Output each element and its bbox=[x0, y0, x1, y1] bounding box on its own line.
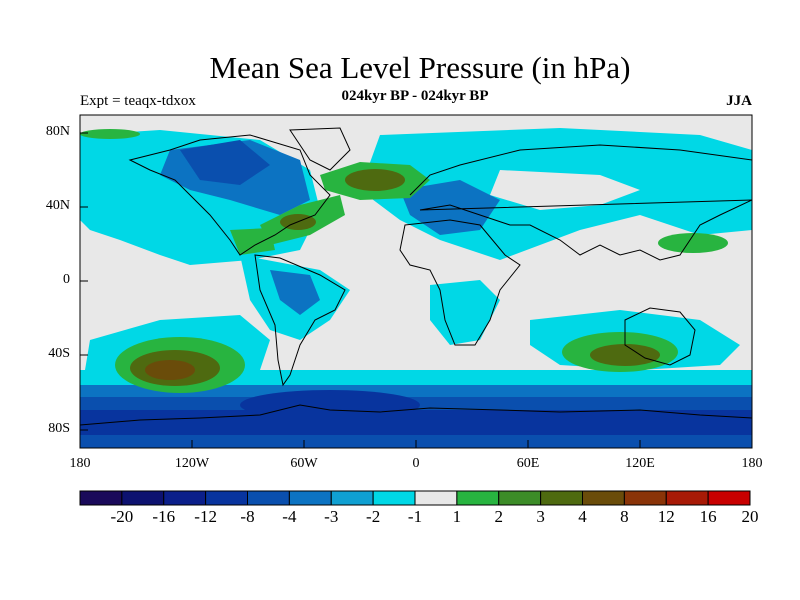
chart-subtitle: 024kyr BP - 024kyr BP bbox=[341, 88, 489, 104]
colorbar-swatch bbox=[288, 490, 332, 506]
southern-ocean-blue-1 bbox=[80, 385, 752, 400]
colorbar-swatch bbox=[205, 490, 248, 506]
y-tick-40n: 40N bbox=[45, 198, 70, 213]
south-pacific-core bbox=[145, 360, 195, 380]
africa-cyan bbox=[430, 280, 500, 345]
colorbar-label: -2 bbox=[366, 507, 381, 526]
colorbar-label: -1 bbox=[407, 507, 423, 526]
colorbar-swatch bbox=[540, 490, 583, 506]
colorbar-label: 20 bbox=[741, 507, 759, 526]
x-tick-120e: 120E bbox=[625, 456, 655, 471]
experiment-label: Expt = teaqx-tdxox bbox=[80, 93, 196, 109]
colorbar-label: 12 bbox=[657, 507, 675, 526]
colorbar-label: -20 bbox=[110, 507, 134, 526]
colorbar-label: 1 bbox=[452, 507, 462, 526]
colorbar-label: 16 bbox=[699, 507, 717, 526]
colorbar-swatch bbox=[330, 490, 374, 506]
colorbar-swatch bbox=[79, 490, 123, 506]
colorbar-label: 4 bbox=[578, 507, 587, 526]
southern-ocean-dark bbox=[240, 390, 420, 420]
south-america-blue bbox=[270, 270, 320, 315]
colorbar bbox=[79, 490, 751, 506]
colorbar-swatch bbox=[163, 490, 207, 506]
eurasia-inner-grey bbox=[490, 170, 640, 210]
x-tick-0: 0 bbox=[412, 456, 420, 471]
arctic-high bbox=[80, 129, 140, 139]
y-tick-80n: 80N bbox=[45, 124, 70, 139]
x-tick-180-left: 180 bbox=[69, 456, 91, 471]
colorbar-label: -8 bbox=[240, 507, 255, 526]
southern-ocean-blue-3 bbox=[80, 410, 752, 435]
colorbar-label: -12 bbox=[194, 507, 217, 526]
colorbar-swatch bbox=[665, 490, 709, 506]
colorbar-swatch bbox=[498, 490, 542, 506]
south-america-coast bbox=[254, 254, 346, 387]
x-tick-60w: 60W bbox=[290, 456, 318, 471]
season-label: JJA bbox=[726, 93, 752, 109]
europe-blue bbox=[400, 180, 500, 235]
colorbar-swatch bbox=[372, 490, 416, 506]
australia-coast bbox=[624, 307, 696, 366]
arctic-blue bbox=[180, 140, 270, 185]
colorbar-swatch bbox=[623, 490, 667, 506]
chart-title: Mean Sea Level Pressure (in hPa) bbox=[209, 50, 631, 85]
north-atlantic-core bbox=[345, 169, 405, 191]
y-tick-40s: 40S bbox=[48, 346, 70, 361]
north-america-coast bbox=[128, 134, 331, 256]
colorbar-label: 8 bbox=[620, 507, 629, 526]
colorbar-label: -4 bbox=[282, 507, 297, 526]
colorbar-swatch bbox=[582, 490, 625, 506]
south-indian-core bbox=[590, 344, 660, 366]
colorbar-swatch bbox=[121, 490, 165, 506]
x-tick-60e: 60E bbox=[516, 456, 540, 471]
greenland-coast bbox=[289, 127, 351, 171]
coastlines bbox=[80, 127, 752, 426]
eurasia-coast bbox=[409, 144, 752, 261]
caribbean-high bbox=[230, 228, 275, 255]
colorbar-label: -3 bbox=[324, 507, 339, 526]
antarctica-coast bbox=[80, 404, 752, 426]
colorbar-swatch bbox=[414, 490, 458, 506]
tick-marks bbox=[80, 132, 641, 448]
colorbar-label: 3 bbox=[536, 507, 545, 526]
colorbar-label: 2 bbox=[494, 507, 504, 526]
y-tick-0: 0 bbox=[63, 272, 70, 287]
colorbar-label: -16 bbox=[152, 507, 176, 526]
x-tick-180-right: 180 bbox=[741, 456, 763, 471]
x-tick-120w: 120W bbox=[174, 456, 210, 471]
colorbar-swatch bbox=[456, 490, 500, 506]
y-tick-80s: 80S bbox=[48, 421, 70, 436]
africa-coast bbox=[399, 219, 521, 346]
west-pacific-high bbox=[658, 233, 728, 253]
colorbar-swatch bbox=[247, 490, 290, 506]
colorbar-swatch bbox=[707, 490, 751, 506]
